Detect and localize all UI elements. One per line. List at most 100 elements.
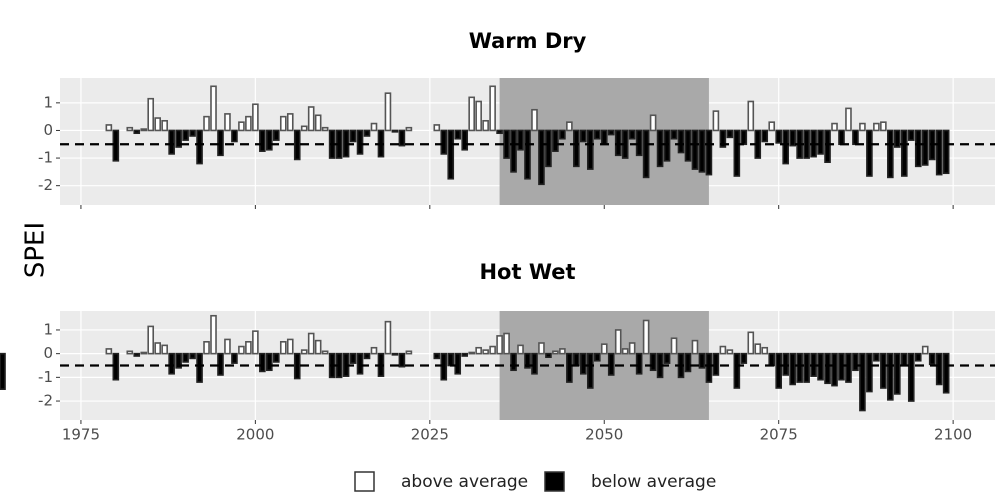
bar <box>733 129 741 177</box>
bar <box>656 129 664 168</box>
bar <box>468 96 475 132</box>
bar <box>719 129 727 148</box>
bar <box>370 346 378 355</box>
bar <box>147 97 155 132</box>
bar <box>384 320 392 355</box>
bar <box>314 339 322 355</box>
bar <box>894 129 901 148</box>
bar <box>614 129 622 157</box>
bar <box>921 129 929 166</box>
bar <box>621 348 629 355</box>
bar <box>510 129 517 173</box>
bar <box>538 129 545 186</box>
bar <box>740 352 748 364</box>
bar <box>684 129 692 162</box>
bar <box>942 352 950 394</box>
bar <box>405 126 413 132</box>
bar <box>252 330 259 355</box>
bar <box>852 352 859 372</box>
bar <box>628 342 636 355</box>
bar <box>559 348 566 355</box>
bar <box>154 117 161 132</box>
bar <box>496 335 503 355</box>
bar <box>824 129 831 164</box>
bar <box>468 351 475 355</box>
bar <box>286 338 294 355</box>
bar <box>538 342 545 355</box>
bar <box>935 129 943 176</box>
bar <box>440 129 448 155</box>
bar <box>252 103 259 132</box>
bar <box>384 92 392 132</box>
bar <box>391 129 399 133</box>
y-tick-label: 1 <box>43 93 53 111</box>
bar <box>161 119 168 132</box>
bar <box>461 129 469 151</box>
bar <box>503 129 510 159</box>
bar <box>545 352 552 359</box>
bar <box>573 129 580 168</box>
legend-swatch <box>354 471 375 492</box>
bar <box>698 352 706 369</box>
bar <box>454 352 462 375</box>
bar <box>824 352 831 385</box>
bar <box>586 129 594 170</box>
bar <box>726 349 734 355</box>
bar <box>803 129 810 159</box>
bar <box>182 352 189 363</box>
bar <box>503 332 510 355</box>
bar <box>761 346 769 355</box>
bar <box>231 352 238 364</box>
bar <box>649 114 657 132</box>
bar <box>935 352 943 386</box>
bar <box>719 345 727 355</box>
bar <box>761 129 769 143</box>
bar <box>880 121 887 132</box>
bar <box>217 352 224 376</box>
bar <box>517 129 524 151</box>
bar <box>259 129 266 152</box>
x-tick-label: 2075 <box>760 426 798 444</box>
bar <box>768 352 776 367</box>
bar <box>747 100 755 132</box>
bar <box>894 352 901 395</box>
bar <box>196 129 203 165</box>
bar <box>307 106 315 132</box>
bar <box>356 129 364 155</box>
bar <box>642 319 650 355</box>
bar <box>914 129 922 168</box>
bar <box>733 352 741 389</box>
bar <box>175 129 182 148</box>
bar <box>259 352 266 373</box>
bar <box>224 113 231 132</box>
bar <box>712 110 720 132</box>
bar <box>433 352 441 360</box>
bar <box>489 345 496 355</box>
bar <box>691 339 699 355</box>
bar <box>475 100 482 132</box>
bar <box>203 115 210 132</box>
bar <box>607 129 615 136</box>
y-axis-label: SPEI <box>21 222 51 278</box>
bar <box>272 352 280 363</box>
bar <box>454 129 462 140</box>
y-tick-label: 1 <box>43 320 53 338</box>
bar <box>859 122 866 132</box>
bar <box>670 337 678 355</box>
bar <box>914 352 922 362</box>
bar <box>831 352 838 387</box>
bar <box>796 352 803 383</box>
bar <box>907 129 915 141</box>
bar <box>321 126 329 132</box>
bar <box>363 352 371 360</box>
bar <box>293 129 301 161</box>
bar <box>942 129 950 175</box>
bar <box>349 352 357 364</box>
y-tick-label: -1 <box>38 368 53 386</box>
bar <box>245 341 252 355</box>
bar <box>0 352 6 390</box>
bar <box>600 129 608 146</box>
bar <box>691 129 699 170</box>
bar <box>873 122 880 132</box>
